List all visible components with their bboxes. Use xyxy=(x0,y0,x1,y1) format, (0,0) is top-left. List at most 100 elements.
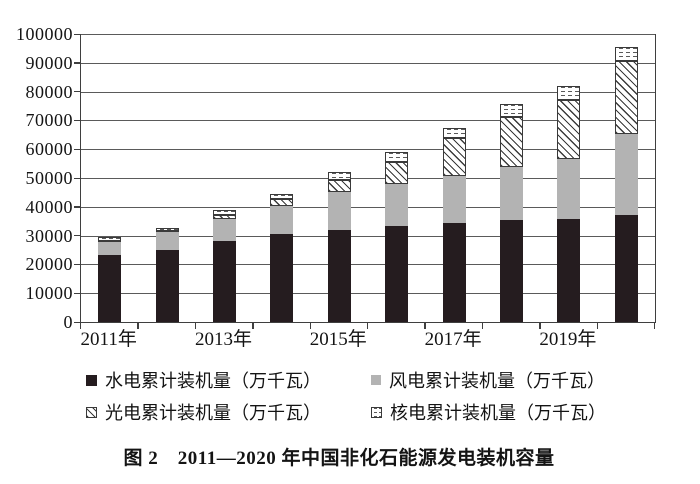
y-axis-label: 60000 xyxy=(25,139,73,160)
bar-segment-hydro-2016年 xyxy=(385,226,409,322)
y-axis-tick xyxy=(74,91,80,93)
y-axis-tick xyxy=(74,235,80,237)
wind-swatch-icon xyxy=(371,375,381,385)
bar-segment-nuclear-2014年 xyxy=(270,193,294,200)
y-axis-label: 0 xyxy=(63,312,73,332)
bar-segment-hydro-2011年 xyxy=(98,254,122,322)
x-axis-label: 2019年 xyxy=(539,329,597,350)
x-axis-label: 2015年 xyxy=(309,329,367,350)
bar-segment-wind-2016年 xyxy=(385,183,409,227)
bar-segment-nuclear-2019年 xyxy=(557,86,581,101)
x-axis-tick xyxy=(596,323,598,329)
bar-segment-nuclear-2011年 xyxy=(98,237,122,241)
bar-segment-hydro-2017年 xyxy=(442,222,466,322)
y-axis-label: 80000 xyxy=(25,81,73,102)
x-axis-tick xyxy=(252,323,254,329)
bar-segment-solar-2013年 xyxy=(213,214,236,220)
x-axis-tick xyxy=(309,323,311,329)
bar-segment-nuclear-2015年 xyxy=(327,172,351,180)
x-axis-tick xyxy=(137,323,139,329)
nuclear-swatch-icon xyxy=(371,406,382,418)
y-axis-label: 30000 xyxy=(25,225,73,246)
y-axis-tick xyxy=(74,33,80,35)
bar-segment-solar-2011年 xyxy=(98,240,122,242)
gridline xyxy=(81,34,655,35)
bar-segment-solar-2016年 xyxy=(385,161,409,184)
x-axis-tick xyxy=(80,323,82,329)
y-axis-label: 100000 xyxy=(16,24,73,44)
bar-segment-nuclear-2016年 xyxy=(385,151,409,162)
bar-segment-hydro-2013年 xyxy=(213,241,236,322)
y-axis-label: 70000 xyxy=(25,110,73,131)
y-axis-tick xyxy=(74,321,80,323)
bar-segment-solar-2018年 xyxy=(500,117,523,168)
y-axis-tick xyxy=(74,292,80,295)
bar-segment-hydro-2014年 xyxy=(270,234,294,322)
legend-label-nuclear: 核电累计装机量（万千瓦） xyxy=(390,403,606,423)
bar-segment-hydro-2015年 xyxy=(327,229,351,322)
gridline xyxy=(81,120,655,122)
x-axis-tick xyxy=(194,323,197,329)
legend-item-hydro: 水电累计装机量（万千瓦） xyxy=(86,367,371,393)
bar-segment-wind-2014年 xyxy=(270,206,294,235)
legend-label-hydro: 水电累计装机量（万千瓦） xyxy=(105,371,321,391)
x-axis-label: 2017年 xyxy=(424,329,482,350)
gridline xyxy=(81,264,655,266)
bar-segment-nuclear-2020年 xyxy=(614,46,638,62)
gridline xyxy=(81,293,655,295)
figure-caption: 图 2 2011—2020 年中国非化石能源发电装机容量 xyxy=(123,448,555,469)
legend: 水电累计装机量（万千瓦） 风电累计装机量（万千瓦） 光电累计装机量（万千瓦） 核… xyxy=(86,367,606,425)
legend-label-solar: 光电累计装机量（万千瓦） xyxy=(105,403,321,423)
x-axis-tick xyxy=(367,323,369,329)
y-axis-tick xyxy=(74,148,80,151)
y-axis-tick xyxy=(74,119,80,122)
bar-segment-solar-2020年 xyxy=(614,61,638,135)
legend-label-wind: 风电累计装机量（万千瓦） xyxy=(389,371,605,391)
legend-item-wind: 风电累计装机量（万千瓦） xyxy=(371,367,606,393)
bar-segment-wind-2019年 xyxy=(557,159,581,220)
bar-segment-nuclear-2013年 xyxy=(213,210,236,215)
bar-segment-hydro-2012年 xyxy=(155,250,179,322)
bar-segment-nuclear-2012年 xyxy=(155,227,179,232)
x-axis-tick xyxy=(481,323,484,329)
bar-segment-wind-2018年 xyxy=(500,167,523,221)
x-axis-label: 2013年 xyxy=(194,329,252,350)
bar-segment-wind-2012年 xyxy=(155,232,179,251)
y-axis-label: 50000 xyxy=(25,168,73,188)
solar-swatch-icon xyxy=(86,406,97,418)
y-axis-tick xyxy=(74,62,80,64)
y-axis-tick xyxy=(74,263,80,266)
gridline xyxy=(81,178,655,179)
hydro-swatch-icon xyxy=(86,374,97,386)
bar-segment-wind-2013年 xyxy=(213,219,236,242)
bar-segment-solar-2012年 xyxy=(155,231,179,233)
bar-segment-wind-2020年 xyxy=(614,134,638,216)
y-axis-label: 10000 xyxy=(25,283,73,304)
bar-segment-solar-2014年 xyxy=(270,199,294,207)
y-axis-label: 20000 xyxy=(25,254,73,275)
gridline xyxy=(81,206,655,208)
gridline xyxy=(81,91,655,93)
x-axis-tick xyxy=(654,323,656,329)
gridline xyxy=(81,235,655,237)
y-axis-tick xyxy=(74,177,80,179)
gridline xyxy=(81,62,655,64)
bar-segment-hydro-2018年 xyxy=(500,220,523,322)
bar-segment-solar-2019年 xyxy=(557,100,581,160)
bar-segment-wind-2011年 xyxy=(98,241,122,255)
x-axis-label: 2011年 xyxy=(80,329,137,350)
x-axis-tick xyxy=(424,323,426,329)
legend-item-nuclear: 核电累计装机量（万千瓦） xyxy=(371,399,606,425)
legend-item-solar: 光电累计装机量（万千瓦） xyxy=(86,399,371,425)
bar-segment-nuclear-2017年 xyxy=(442,127,466,139)
gridline xyxy=(81,149,655,151)
bar-segment-solar-2015年 xyxy=(327,179,351,193)
x-axis-tick xyxy=(539,323,541,329)
bar-segment-nuclear-2018年 xyxy=(500,104,523,118)
y-axis-label: 40000 xyxy=(25,196,73,217)
plot-area xyxy=(80,34,656,323)
bar-segment-solar-2017年 xyxy=(442,138,466,176)
bar-segment-wind-2015年 xyxy=(327,192,351,230)
y-axis-label: 90000 xyxy=(25,52,73,73)
